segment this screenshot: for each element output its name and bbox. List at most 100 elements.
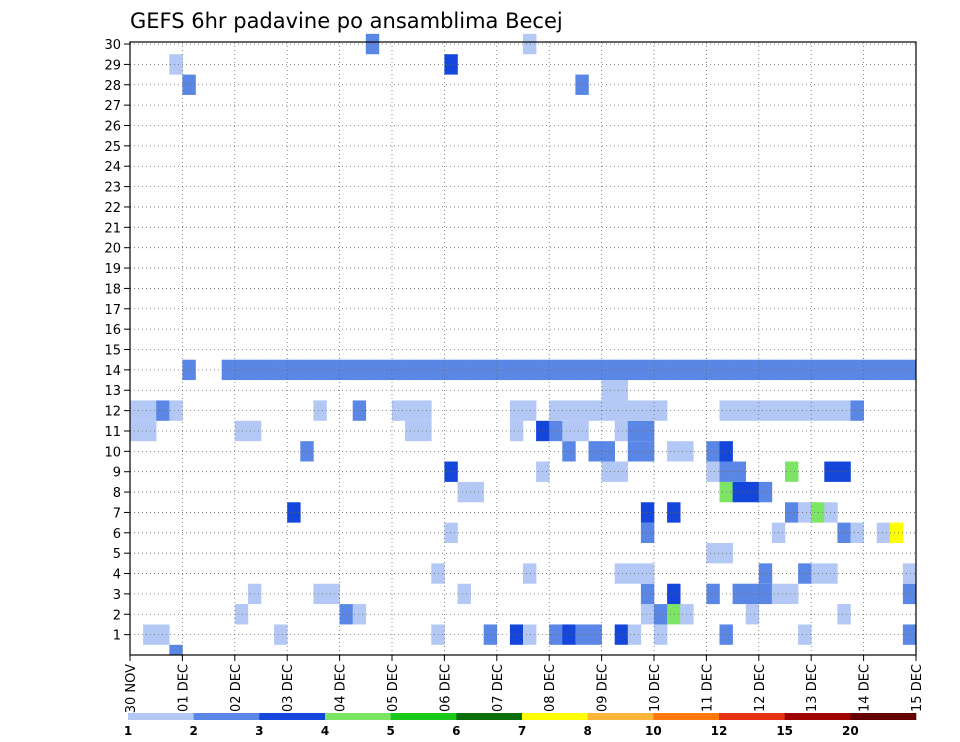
heatmap-cell — [588, 624, 602, 645]
x-tick-label: 03 DEC — [281, 664, 296, 712]
heatmap-cell — [601, 461, 615, 482]
colorbar-segment — [259, 713, 326, 720]
heatmap-cell — [549, 400, 563, 421]
heatmap-cell — [457, 583, 471, 605]
x-tick-label: 10 DEC — [648, 664, 663, 712]
heatmap-cell — [745, 359, 760, 381]
heatmap-cell — [706, 542, 720, 564]
y-tick-label: 8 — [113, 486, 121, 501]
x-tick-label: 07 DEC — [491, 664, 506, 712]
heatmap-cell — [876, 359, 891, 381]
heatmap-cell — [902, 359, 917, 381]
y-tick-label: 2 — [113, 608, 121, 623]
heatmap-cell — [758, 359, 773, 381]
heatmap-cell — [785, 359, 799, 381]
heatmap-cell — [143, 624, 157, 645]
heatmap-cell — [418, 400, 432, 421]
heatmap-cell — [640, 420, 655, 442]
heatmap-cell — [745, 481, 760, 503]
colorbar-label: 8 — [583, 724, 591, 738]
heatmap-cell — [588, 359, 602, 381]
heatmap-cell — [667, 604, 681, 625]
heatmap-cell — [654, 624, 668, 645]
heatmap-cell — [706, 441, 720, 462]
y-tick-label: 18 — [104, 282, 121, 297]
heatmap-cell — [562, 624, 576, 645]
heatmap-cell — [811, 359, 825, 381]
y-tick-label: 28 — [104, 79, 121, 94]
heatmap-cell — [811, 400, 825, 421]
colorbar-label: 15 — [776, 724, 793, 738]
heatmap-cell — [732, 359, 746, 381]
heatmap-cell — [313, 359, 327, 381]
colorbar-label: 10 — [645, 724, 662, 738]
heatmap-cell — [169, 644, 183, 655]
y-tick-label: 27 — [104, 99, 121, 114]
colorbar-segment — [587, 713, 654, 720]
colorbar-segment — [390, 713, 457, 720]
heatmap-cell — [640, 441, 655, 462]
heatmap-cell — [182, 74, 196, 95]
heatmap-cell — [601, 359, 615, 381]
colorbar-label: 6 — [452, 724, 460, 738]
heatmap-cell — [614, 359, 629, 381]
heatmap-cell — [470, 481, 484, 503]
heatmap-cell — [889, 359, 904, 381]
y-tick-label: 9 — [113, 466, 121, 481]
heatmap-cell — [444, 54, 458, 75]
y-tick-label: 30 — [104, 38, 121, 53]
x-tick-label: 11 DEC — [700, 664, 715, 712]
heatmap-cell — [785, 583, 799, 605]
heatmap-cell — [667, 502, 681, 523]
heatmap-cell — [850, 522, 864, 543]
heatmap-cell — [667, 441, 681, 462]
y-tick-label: 7 — [113, 506, 121, 521]
heatmap-cell — [706, 359, 720, 381]
heatmap-cell — [457, 359, 471, 381]
heatmap-cell — [706, 461, 720, 482]
heatmap-cell — [601, 441, 615, 462]
x-tick-label: 15 DEC — [910, 664, 925, 712]
heatmap-cell — [614, 624, 629, 645]
y-tick-label: 13 — [104, 384, 121, 399]
x-tick-label: 14 DEC — [858, 664, 873, 712]
heatmap-cell — [798, 502, 812, 523]
grid-lines — [130, 42, 916, 655]
heatmap-cell — [509, 624, 524, 645]
colorbar-segment — [193, 713, 260, 720]
heatmap-cell — [562, 441, 576, 462]
colorbar-segment — [325, 713, 391, 720]
heatmap-cell — [889, 522, 904, 543]
colorbar-segment — [719, 713, 785, 720]
heatmap-cell — [523, 400, 537, 421]
y-tick-label: 11 — [104, 425, 121, 440]
heatmap-cell — [640, 563, 655, 584]
heatmap-cell — [614, 380, 629, 401]
y-tick-label: 21 — [104, 221, 121, 236]
heatmap-cell — [405, 420, 419, 442]
heatmap-cell — [758, 400, 773, 421]
heatmap-cell — [313, 583, 327, 605]
heatmap-cell — [274, 624, 288, 645]
y-tick-label: 26 — [104, 119, 121, 134]
colorbar-segment — [784, 713, 851, 720]
heatmap-cell — [457, 481, 471, 503]
heatmap-cell — [732, 583, 746, 605]
heatmap-cell — [352, 359, 367, 381]
heatmap-cell — [601, 400, 615, 421]
heatmap-cell — [902, 624, 917, 645]
x-tick-label: 09 DEC — [596, 664, 611, 712]
heatmap-cell — [785, 400, 799, 421]
y-tick-label: 15 — [104, 344, 121, 359]
x-tick-label: 02 DEC — [229, 664, 244, 712]
heatmap-cell — [169, 54, 183, 75]
y-tick-label: 19 — [104, 262, 121, 277]
colorbar-segment — [653, 713, 720, 720]
x-tick-label: 05 DEC — [386, 664, 401, 712]
heatmap-cell — [588, 441, 602, 462]
heatmap-cell — [274, 359, 288, 381]
y-tick-label: 4 — [113, 568, 121, 583]
heatmap-cell — [143, 420, 157, 442]
y-tick-label: 6 — [113, 527, 121, 542]
